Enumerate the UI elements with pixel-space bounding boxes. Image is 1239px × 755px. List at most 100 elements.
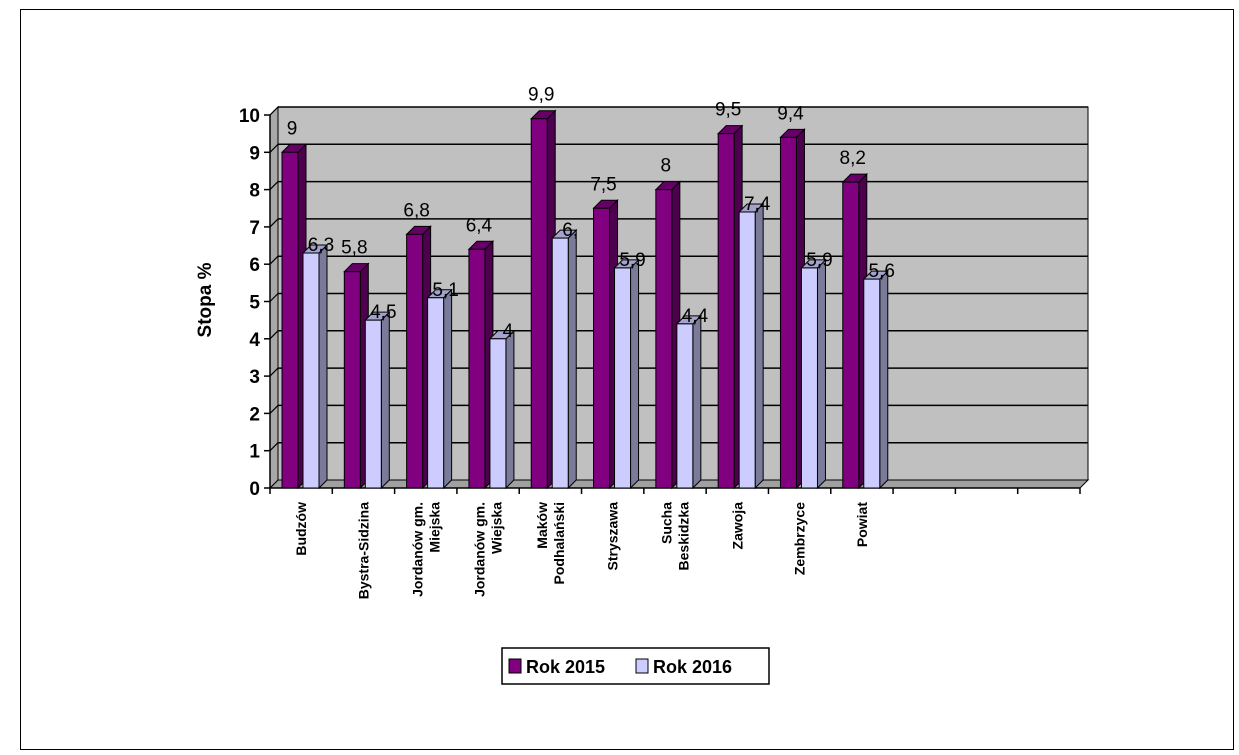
category-label: Zembrzyce [792, 502, 808, 575]
bar-2016 [551, 228, 578, 490]
bar-2016-side [754, 202, 764, 490]
bar-2016-side [879, 269, 889, 490]
data-label: 8,2 [840, 148, 866, 169]
bar-2016 [488, 329, 516, 490]
bar-2016-front [427, 297, 445, 489]
bar-2016-side [816, 258, 826, 490]
bar-2015 [841, 172, 868, 490]
bar-2016-side [630, 258, 640, 490]
gridline-diag [269, 404, 279, 414]
bar-2015-front [343, 271, 361, 489]
bar-2015-front [655, 189, 673, 489]
data-label: 9,4 [777, 103, 804, 124]
legend-swatch [508, 658, 522, 674]
bar-2016 [862, 269, 889, 490]
gridline-diag [269, 442, 279, 452]
y-tick-label: 2 [249, 404, 260, 425]
bar-2015 [280, 143, 308, 490]
data-label: 5,1 [432, 280, 458, 301]
data-label: 7,4 [744, 194, 771, 215]
bar-2015 [530, 109, 557, 490]
category-label: Maków [534, 502, 550, 549]
bar-2016 [613, 258, 640, 490]
bar-2016-front [551, 237, 569, 489]
category-label: Beskidzka [676, 502, 692, 571]
category-label: Powiat [854, 502, 870, 547]
category-label: Sucha [659, 502, 675, 544]
data-label: 4,5 [370, 302, 396, 323]
gridline-diag [269, 218, 279, 228]
bar-2016 [364, 310, 391, 490]
data-label: 6,8 [403, 200, 429, 221]
legend-label: Rok 2016 [653, 657, 732, 677]
data-label: 7,5 [590, 174, 616, 195]
data-label: 4 [503, 321, 514, 342]
bar-2016-side [318, 243, 328, 490]
gridline-diag [269, 181, 279, 191]
bar-2016 [737, 202, 765, 490]
category-label: Jordanów gm. [472, 502, 488, 597]
data-label: 6,3 [308, 235, 334, 256]
bar-2015 [779, 128, 806, 490]
data-label: 5,9 [619, 250, 645, 271]
y-tick-label: 6 [249, 255, 260, 276]
bar-2016-front [738, 211, 756, 489]
category-label: Miejska [426, 502, 442, 553]
data-label: 9,5 [715, 100, 741, 121]
y-tick-label: 5 [249, 293, 260, 314]
bar-2016 [426, 288, 453, 490]
bar-2015-front [717, 133, 735, 489]
bar-2016-side [443, 288, 453, 490]
data-label: 8 [661, 156, 672, 177]
y-tick-label: 9 [249, 143, 260, 164]
bar-2015 [405, 225, 432, 490]
bar-2016-side [505, 329, 515, 490]
bar-2016-front [614, 267, 632, 489]
category-label: Podhalański [551, 502, 567, 584]
y-tick-label: 7 [249, 218, 260, 239]
bar-2016-side [692, 314, 702, 490]
gridline-diag [269, 106, 279, 116]
gridline-diag [269, 255, 279, 265]
category-label: Jordanów gm. [409, 502, 425, 597]
legend-label: Rok 2015 [526, 657, 605, 677]
bar-2016-front [489, 338, 507, 489]
y-tick-label: 4 [249, 330, 260, 351]
bar-2015 [467, 240, 495, 490]
category-label: Wiejska [489, 502, 505, 554]
data-label: 9 [287, 118, 298, 139]
data-label: 5,6 [869, 261, 895, 282]
category-label: Budzów [293, 502, 309, 556]
category-label: Zawoja [729, 502, 745, 550]
gridline-diag [269, 143, 279, 153]
y-tick-label: 3 [249, 367, 260, 388]
bar-2015 [716, 124, 744, 490]
y-tick-label: 10 [239, 106, 260, 127]
data-label: 5,9 [806, 250, 832, 271]
bar-2015-front [842, 181, 860, 489]
bar-2015 [654, 180, 682, 490]
bar-2015-front [468, 248, 486, 489]
gridline-diag [269, 293, 279, 302]
bar-2015-front [406, 233, 424, 489]
bar-2016 [301, 243, 329, 490]
bar-2016-front [364, 319, 382, 489]
category-label: Stryszawa [605, 502, 621, 571]
data-label: 9,9 [528, 85, 554, 106]
bar-2016 [675, 314, 703, 490]
legend: Rok 2015 Rok 2016 [501, 647, 770, 685]
bar-2016-front [800, 267, 818, 489]
bar-2016-side [567, 228, 577, 490]
y-axis-title: Stopa % [195, 262, 216, 337]
bar-2015-front [530, 118, 548, 489]
legend-swatch [635, 658, 649, 674]
bar-2015 [343, 262, 370, 490]
bar-2016 [800, 258, 827, 490]
bar-2016-side [380, 310, 390, 490]
bar-2015 [592, 199, 619, 490]
data-label: 6,4 [466, 215, 493, 236]
bar-2016-front [302, 252, 320, 489]
y-tick-label: 8 [249, 181, 260, 202]
bar-2016-front [863, 278, 881, 489]
